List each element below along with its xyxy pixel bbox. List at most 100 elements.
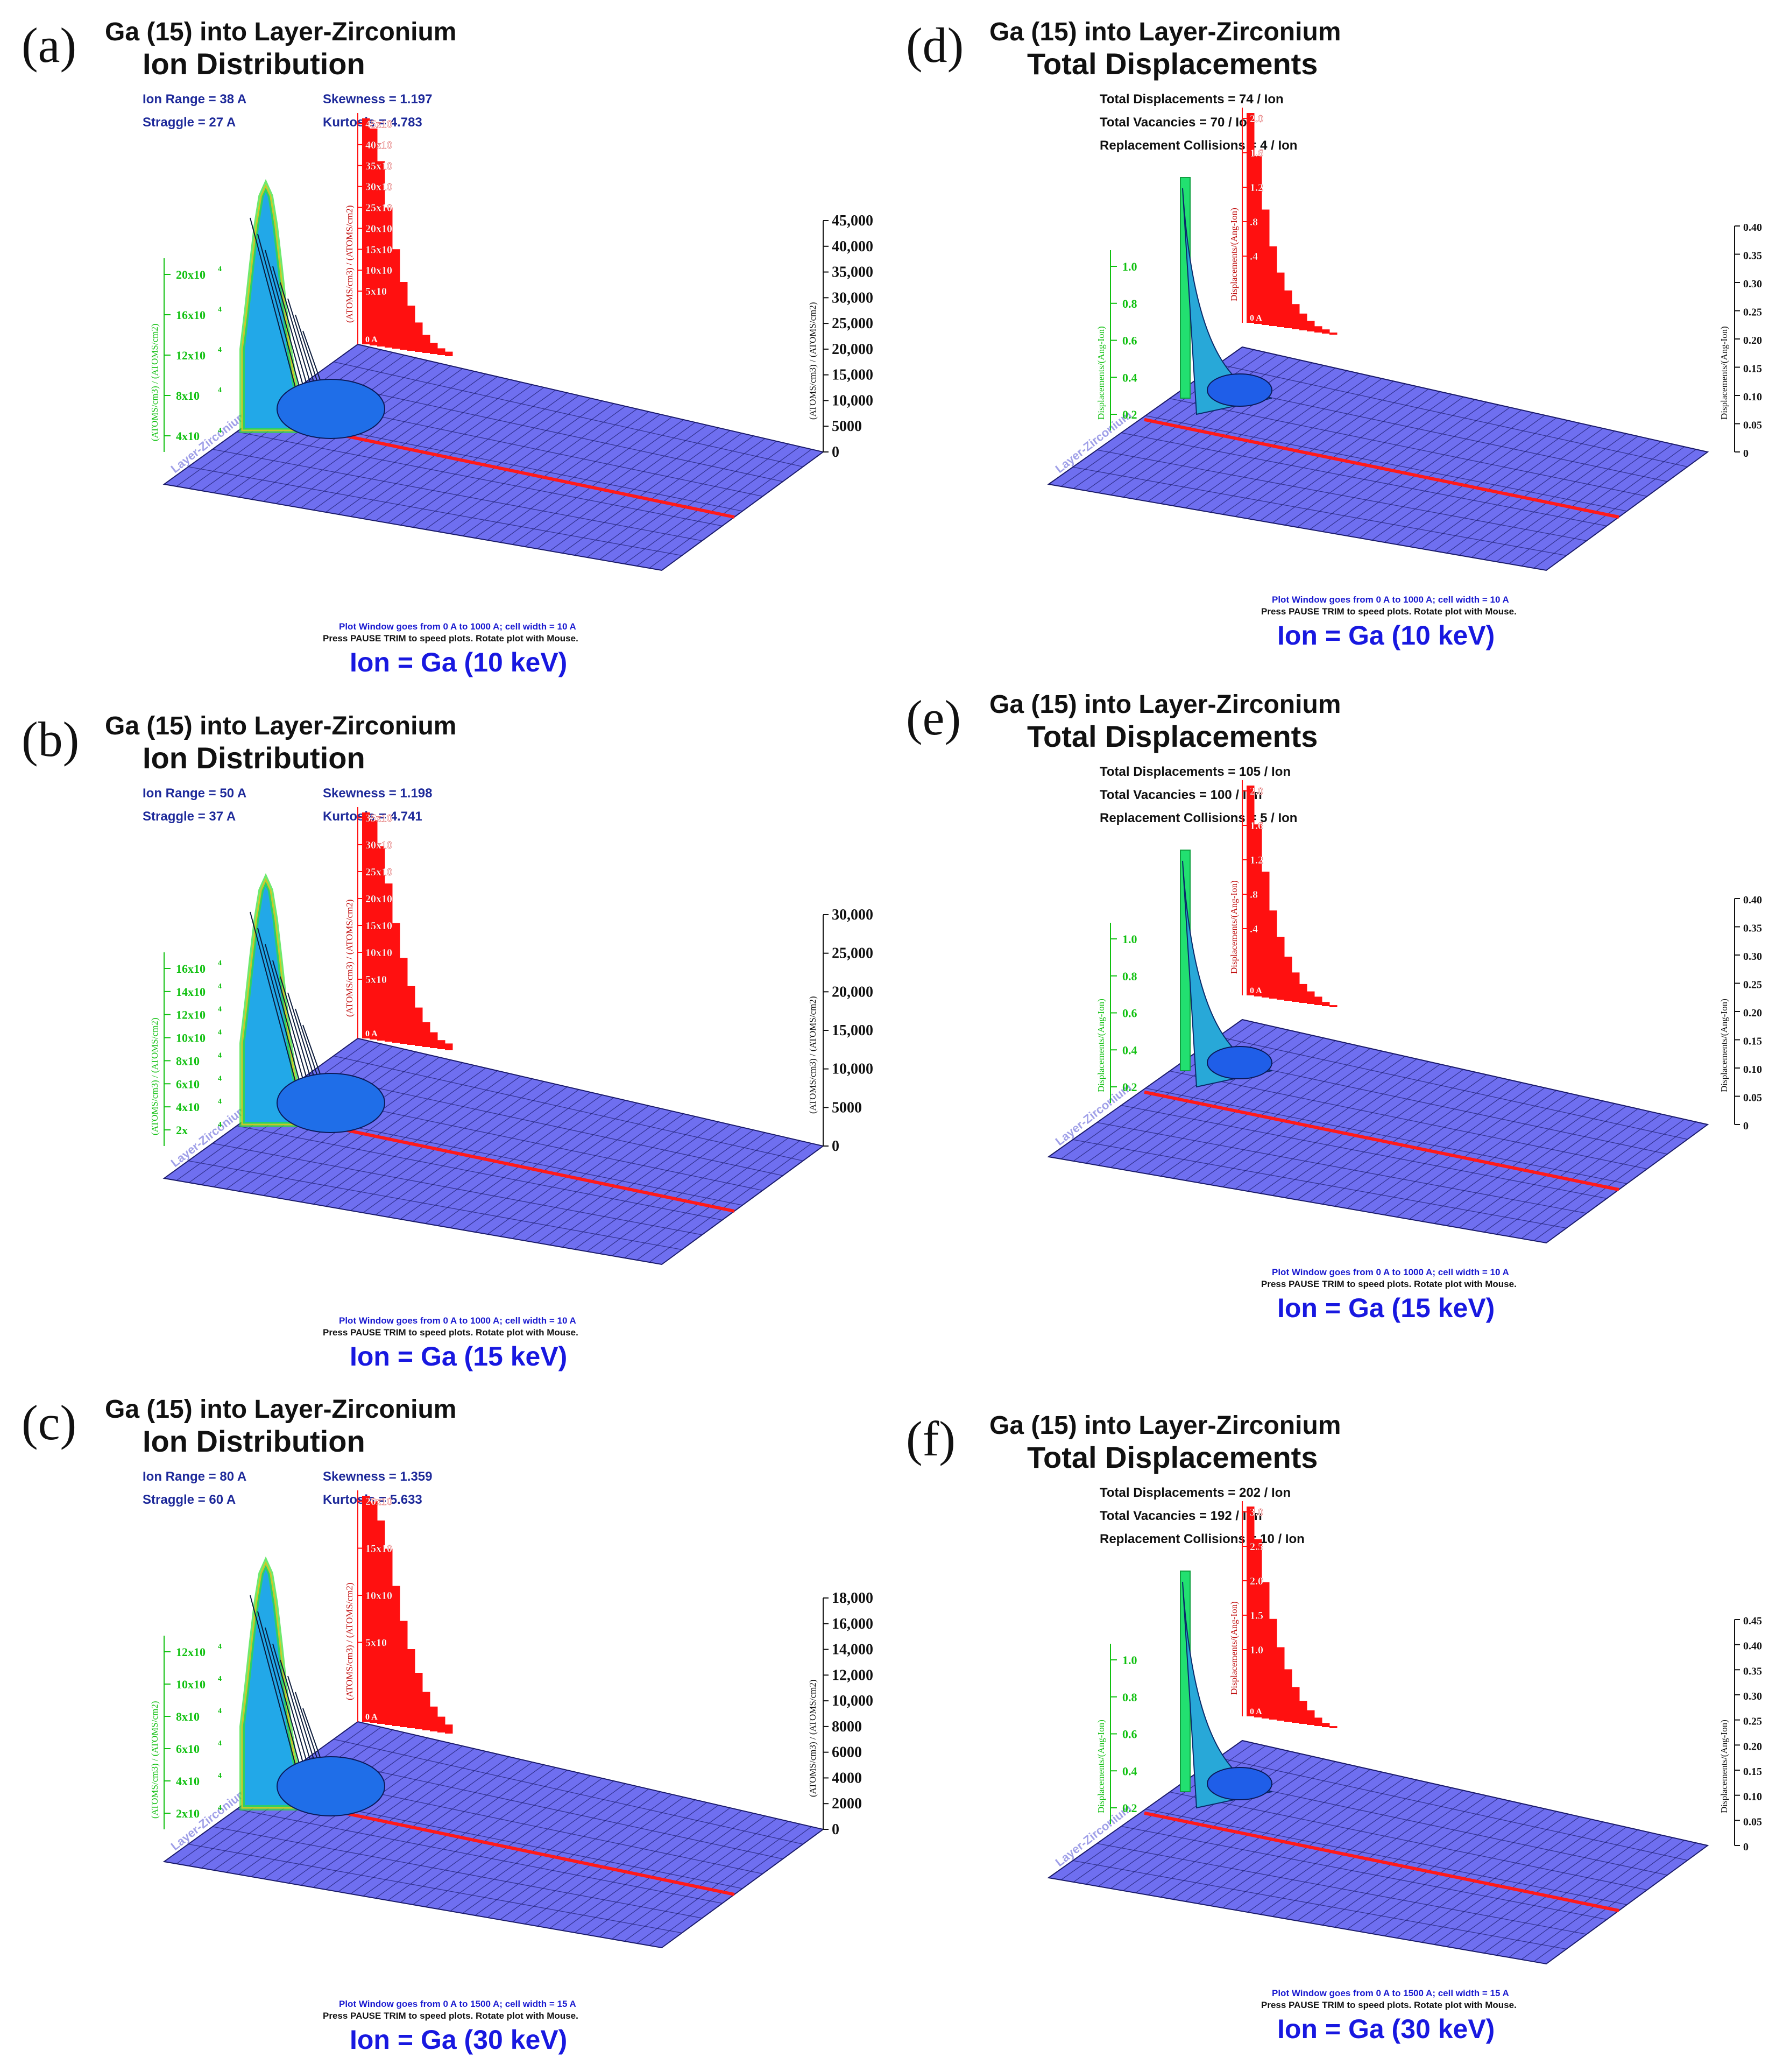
red-bar xyxy=(362,1496,370,1722)
panel-b: (b) Ga (15) into Layer-Zirconium Ion Distr… xyxy=(0,694,884,1373)
stat-ion-range: Ion Range = 50 A xyxy=(143,786,246,801)
pause-trim-note: Press PAUSE TRIM to speed plots. Rotate … xyxy=(323,633,578,643)
red-tick-label: 1.6 xyxy=(1250,147,1263,159)
red-tick-label: .8 xyxy=(1250,216,1258,228)
panel-title: Ga (15) into Layer-Zirconium xyxy=(105,18,456,46)
red-bar xyxy=(1314,326,1322,333)
left-tick-exponent: 4 xyxy=(218,1029,222,1037)
panel-c: (c) Ga (15) into Layer-Zirconium Ion Distr… xyxy=(0,1377,884,2056)
red-bar xyxy=(1247,113,1255,323)
red-bar xyxy=(422,335,430,353)
left-tick-label: 16x10 xyxy=(176,308,206,322)
red-zero-label: 0 A xyxy=(365,335,378,344)
red-axis-label: Displacements/(Ang-Ion) xyxy=(1229,1601,1239,1695)
red-tick-label: 25x10 xyxy=(365,202,392,214)
left-tick-label: 0.8 xyxy=(1122,1691,1137,1704)
left-tick-label: 10x10 xyxy=(176,1031,206,1045)
pause-trim-note: Press PAUSE TRIM to speed plots. Rotate … xyxy=(323,2011,578,2021)
red-bar xyxy=(1254,156,1262,324)
left-tick-exponent: 4 xyxy=(218,1051,222,1059)
red-bar xyxy=(407,306,415,351)
red-bar xyxy=(422,1692,430,1730)
right-tick-label: 0.35 xyxy=(1743,1665,1762,1677)
red-bar xyxy=(1254,824,1262,996)
red-bar xyxy=(1329,1005,1338,1007)
right-tick-label: 0 xyxy=(1743,1841,1749,1853)
right-tick-label: 0.30 xyxy=(1743,951,1762,963)
red-bar xyxy=(400,282,408,350)
red-bar xyxy=(415,1007,423,1046)
left-tick-exponent: 4 xyxy=(218,265,222,273)
left-tick-exponent: 4 xyxy=(218,959,222,967)
red-tick-label: 1.0 xyxy=(1250,1644,1263,1656)
right-tick-label: 25,000 xyxy=(832,945,873,962)
left-tick-label: 0.8 xyxy=(1122,297,1137,310)
right-tick-label: 0 xyxy=(832,1821,839,1838)
right-tick-label: 0.10 xyxy=(1743,1791,1762,1803)
left-tick-label: 4x10 xyxy=(176,429,200,443)
left-axis: 12x10 4 10x10 4 8x10 4 6x10 4 4x10 4 2x10 4 (ATOMS/c… xyxy=(150,1636,222,1829)
red-bar xyxy=(385,207,393,348)
red-tick-label: 10x10 xyxy=(365,1590,392,1602)
red-bar xyxy=(400,1621,408,1727)
left-tick-exponent: 4 xyxy=(218,1804,222,1812)
red-histogram: 45x10 40x10 35x10 30x10 25x10 20x10 15x10 10x10… xyxy=(344,113,453,356)
red-bar xyxy=(1299,984,1307,1003)
floor-grid xyxy=(1047,346,1709,571)
red-histogram: 35x10 30x10 25x10 20x10 15x10 10x10 5x10 0 A (AT… xyxy=(344,807,453,1050)
panel-letter: (d) xyxy=(906,18,964,73)
ion-label: Ion = Ga (30 keV) xyxy=(350,2025,567,2055)
right-tick-label: 18,000 xyxy=(832,1590,873,1607)
right-tick-label: 35,000 xyxy=(832,264,873,281)
plot-window-note: Plot Window goes from 0 A to 1500 A; cel… xyxy=(339,1999,576,2009)
left-axis-label: (ATOMS/cm3) / (ATOMS/cm2) xyxy=(150,324,160,442)
stat-skewness: Skewness = 1.359 xyxy=(323,1469,432,1484)
red-bar xyxy=(1307,321,1315,331)
red-axis-label: (ATOMS/cm3) / (ATOMS/cm2) xyxy=(344,1583,355,1701)
depth-line xyxy=(1144,418,1619,519)
right-tick-label: 0.20 xyxy=(1743,1007,1762,1019)
stat-ion-range: Ion Range = 80 A xyxy=(143,1469,246,1484)
red-bar xyxy=(377,161,385,346)
panel-subtitle: Total Displacements xyxy=(1027,1440,1318,1474)
left-tick-label: 8x10 xyxy=(176,1710,200,1723)
plot-window-note: Plot Window goes from 0 A to 1000 A; cel… xyxy=(339,621,576,632)
panel-title: Ga (15) into Layer-Zirconium xyxy=(989,690,1341,719)
red-zero-label: 0 A xyxy=(365,1029,378,1038)
left-tick-label: 2x xyxy=(176,1123,188,1137)
stat-replacement-collisions: Replacement Collisions = 4 / Ion xyxy=(1100,138,1297,153)
right-tick-label: 15,000 xyxy=(832,1022,873,1039)
red-bar xyxy=(1307,1710,1315,1725)
stat-total-displacements: Total Displacements = 105 / Ion xyxy=(1100,765,1291,779)
right-axis-label: (ATOMS/cm3) / (ATOMS/cm2) xyxy=(808,1680,818,1798)
left-tick-exponent: 4 xyxy=(218,1098,222,1106)
left-axis-label: (ATOMS/cm3) / (ATOMS/cm2) xyxy=(150,1701,160,1819)
left-tick-label: 8x10 xyxy=(176,1054,200,1067)
left-axis-label: Displacements/(Ang-Ion) xyxy=(1096,1720,1106,1813)
red-bar xyxy=(445,1724,453,1734)
right-tick-label: 6000 xyxy=(832,1744,862,1761)
left-tick-label: 0.4 xyxy=(1122,1764,1137,1778)
right-tick-label: 0.30 xyxy=(1743,278,1762,290)
red-tick-label: .4 xyxy=(1250,923,1258,935)
stat-replacement-collisions: Replacement Collisions = 5 / Ion xyxy=(1100,811,1297,825)
pause-trim-note: Press PAUSE TRIM to speed plots. Rotate … xyxy=(1261,1279,1517,1289)
red-tick-label: 15x10 xyxy=(365,244,392,256)
right-tick-label: 0.35 xyxy=(1743,923,1762,935)
right-axis-label: Displacements/(Ang-Ion) xyxy=(1719,1720,1729,1813)
red-bar xyxy=(1329,333,1338,335)
red-bar xyxy=(1262,1582,1270,1719)
red-bar xyxy=(430,343,438,354)
right-axis: 0.40 0.35 0.30 0.25 0.20 0.15 0.10 0.05 0 Displac… xyxy=(1719,894,1762,1132)
stat-skewness: Skewness = 1.197 xyxy=(323,92,432,107)
left-tick-label: 20x10 xyxy=(176,268,206,281)
red-bar xyxy=(1292,972,1300,1002)
left-tick-label: 1.0 xyxy=(1122,260,1137,273)
left-tick-label: 4x10 xyxy=(176,1774,200,1788)
right-tick-label: 0.20 xyxy=(1743,335,1762,346)
ion-label: Ion = Ga (10 keV) xyxy=(350,647,567,677)
pause-trim-note: Press PAUSE TRIM to speed plots. Rotate … xyxy=(323,1327,578,1338)
right-tick-label: 0 xyxy=(832,1138,839,1155)
right-tick-label: 0.20 xyxy=(1743,1741,1762,1752)
red-tick-label: 45x10 xyxy=(365,118,392,130)
